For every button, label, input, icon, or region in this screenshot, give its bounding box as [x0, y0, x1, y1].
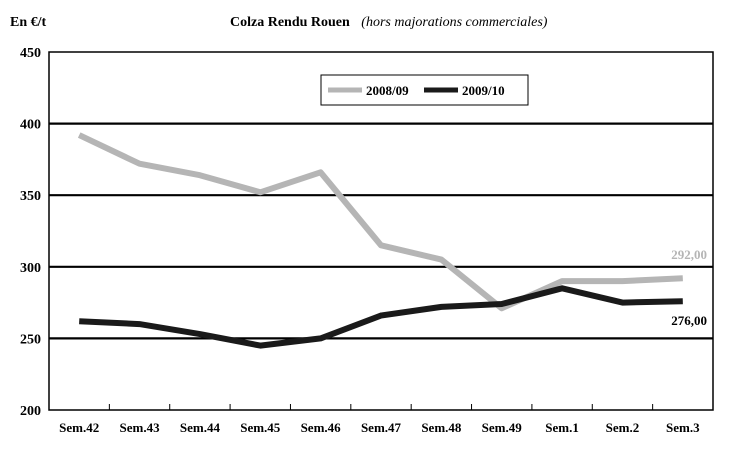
series-line-2008-09	[77, 132, 683, 312]
x-tick-label: Sem.3	[666, 420, 700, 435]
gridlines	[49, 122, 713, 340]
x-tick-label: Sem.45	[240, 420, 281, 435]
y-tick-label: 200	[20, 404, 41, 419]
x-tick-label: Sem.49	[482, 420, 523, 435]
chart-title: Colza Rendu Rouen	[230, 15, 350, 30]
x-tick-label: Sem.44	[180, 420, 221, 435]
legend-label-2008-09: 2008/09	[366, 83, 409, 98]
x-tick-label: Sem.48	[421, 420, 462, 435]
legend-label-2009-10: 2009/10	[462, 83, 505, 98]
x-tick-label: Sem.46	[301, 420, 342, 435]
chart-subtitle: (hors majorations commerciales)	[361, 15, 547, 30]
legend: 2008/09 2009/10	[320, 74, 529, 106]
y-axis: 200 250 300 350 400 450	[20, 46, 41, 419]
x-tick-label: Sem.2	[606, 420, 640, 435]
x-tick-label: Sem.42	[59, 420, 99, 435]
x-tick-label: Sem.1	[545, 420, 579, 435]
x-axis: Sem.42 Sem.43 Sem.44 Sem.45 Sem.46 Sem.47 Sem.…	[48, 404, 714, 435]
unit-label: En €/t	[10, 15, 47, 30]
x-tick-label: Sem.47	[361, 420, 402, 435]
y-tick-label: 400	[20, 118, 41, 133]
series-group	[77, 132, 683, 349]
y-tick-label: 250	[20, 332, 41, 347]
end-label-2009-10: 276,00	[671, 313, 707, 328]
y-tick-label: 300	[20, 261, 41, 276]
end-label-2008-09: 292,00	[671, 247, 707, 262]
chart-title-group: Colza Rendu Rouen (hors majorations comm…	[230, 15, 548, 30]
plot-area	[48, 51, 714, 411]
y-tick-label: 450	[20, 46, 41, 61]
x-tick-label: Sem.43	[119, 420, 160, 435]
y-tick-label: 350	[20, 189, 41, 204]
series-line-2009-10	[79, 285, 683, 349]
